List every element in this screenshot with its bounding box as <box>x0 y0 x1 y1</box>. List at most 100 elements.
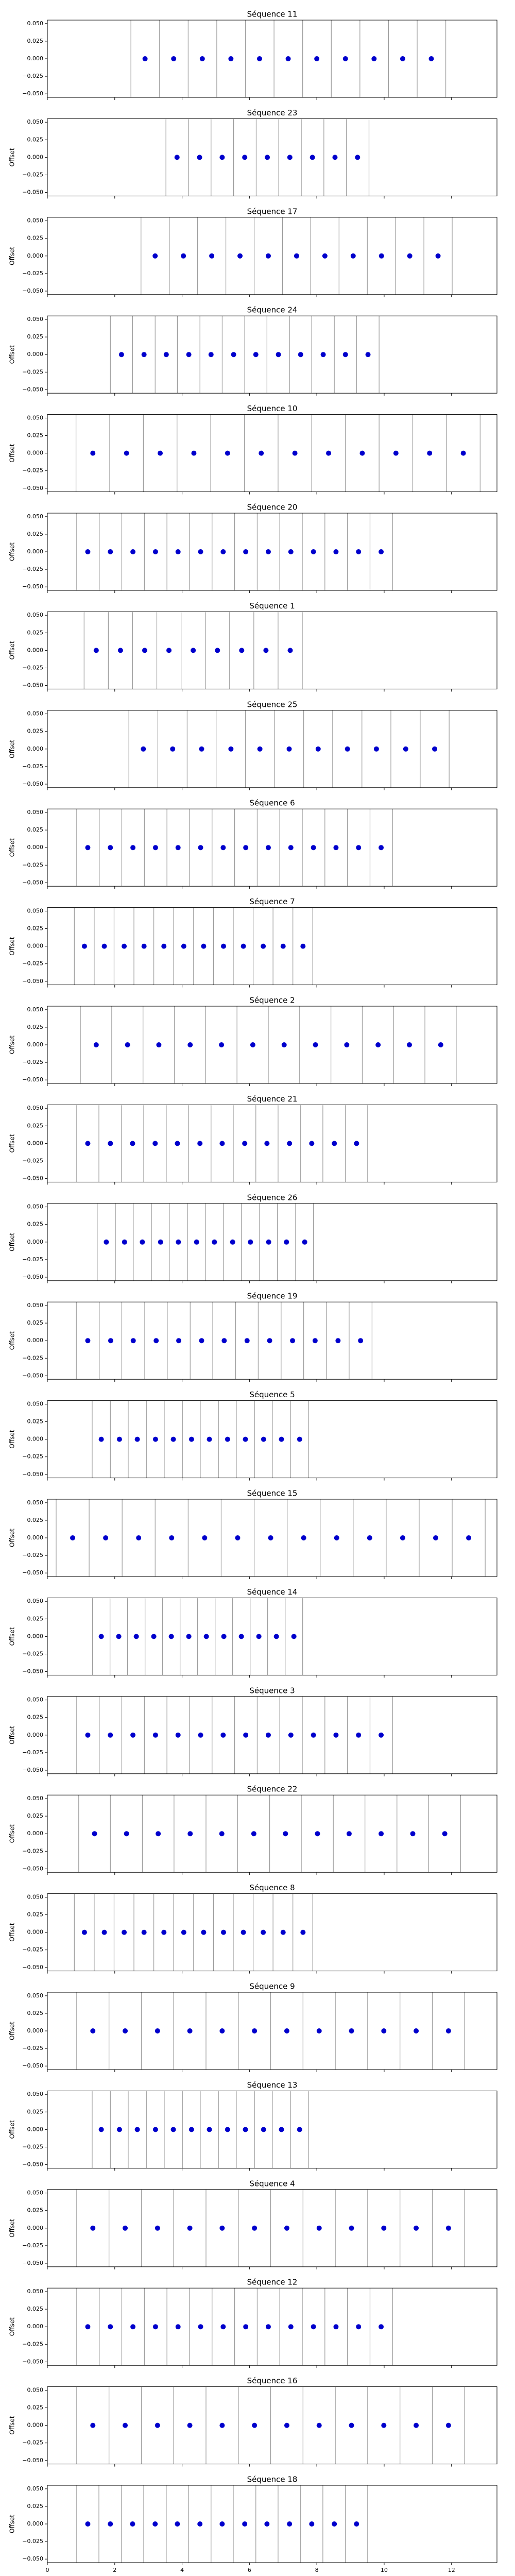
event-point <box>300 1929 306 1935</box>
y-axis-label: Offset <box>9 1430 16 1448</box>
y-tick-label: 0.050 <box>27 513 44 520</box>
y-tick-label: −0.025 <box>22 1256 43 1263</box>
event-point <box>170 746 176 752</box>
event-point <box>122 943 127 949</box>
y-tick-label: 0.050 <box>27 1400 44 1407</box>
event-point <box>406 1042 412 1047</box>
event-point <box>186 1634 192 1639</box>
y-tick-label: 0.025 <box>27 432 44 439</box>
event-point <box>81 943 87 949</box>
event-point <box>359 450 365 456</box>
event-point <box>445 2225 451 2231</box>
y-tick-label: 0.000 <box>27 1929 44 1936</box>
y-tick-label: −0.050 <box>22 1668 43 1675</box>
event-point <box>187 2225 193 2231</box>
event-point <box>333 549 339 554</box>
event-point <box>322 253 328 259</box>
event-point <box>161 943 167 949</box>
event-point <box>314 56 320 61</box>
event-point <box>122 1239 127 1245</box>
y-tick-label: 0.050 <box>27 2190 44 2196</box>
y-tick-label: 0.000 <box>27 2126 44 2132</box>
y-tick-label: −0.025 <box>22 763 43 770</box>
event-point <box>265 155 270 160</box>
event-point <box>207 1436 212 1442</box>
event-point <box>140 1239 145 1245</box>
y-tick-label: −0.025 <box>22 2538 43 2545</box>
axes-frame <box>47 1794 497 1873</box>
event-point <box>355 155 360 160</box>
y-tick-label: 0.050 <box>27 414 44 421</box>
event-point <box>130 1732 136 1738</box>
y-tick-label: −0.050 <box>22 1274 43 1280</box>
y-tick-label: −0.050 <box>22 2457 43 2464</box>
y-tick-label: −0.050 <box>22 781 43 787</box>
event-point <box>176 1338 182 1344</box>
event-point <box>445 2028 451 2033</box>
y-tick-label: 0.025 <box>27 531 44 537</box>
event-point <box>244 1338 250 1344</box>
y-tick-label: 0.050 <box>27 1302 44 1309</box>
y-tick-label: 0.000 <box>27 252 44 259</box>
event-point <box>298 352 303 358</box>
y-tick-label: 0.050 <box>27 1598 44 1604</box>
event-point <box>354 2521 359 2527</box>
event-point <box>191 450 197 456</box>
y-tick-label: 0.050 <box>27 2288 44 2295</box>
y-tick-label: 0.050 <box>27 1204 44 1210</box>
event-point <box>219 155 225 160</box>
event-point <box>175 549 181 554</box>
y-tick-label: −0.050 <box>22 583 43 590</box>
axes-frame <box>47 1893 497 1972</box>
event-point <box>142 56 148 61</box>
event-point <box>152 253 158 259</box>
y-tick-label: 0.000 <box>27 2520 44 2527</box>
event-point <box>265 1732 271 1738</box>
y-tick-label: 0.025 <box>27 1812 44 1819</box>
y-tick-label: 0.000 <box>27 1239 44 1245</box>
x-axis-label: Temps (seconds) <box>246 2575 298 2576</box>
event-point <box>188 2127 194 2132</box>
y-tick-label: −0.050 <box>22 2555 43 2562</box>
event-point <box>379 253 384 259</box>
event-point <box>239 648 245 653</box>
event-point <box>169 1535 175 1540</box>
event-point <box>118 352 124 358</box>
event-point <box>122 1929 127 1935</box>
y-tick-label: 0.050 <box>27 1105 44 1111</box>
event-point <box>187 1831 193 1837</box>
event-point <box>108 1141 113 1146</box>
y-tick-label: −0.025 <box>22 664 43 671</box>
event-point <box>333 1732 339 1738</box>
event-point <box>175 2324 181 2330</box>
event-point <box>103 1535 109 1540</box>
event-point <box>228 746 234 752</box>
event-point <box>273 1634 279 1639</box>
event-point <box>197 1141 203 1146</box>
event-point <box>187 1042 193 1047</box>
y-tick-label: 0.050 <box>27 1893 44 1900</box>
y-tick-label: 0.000 <box>27 745 44 752</box>
y-tick-label: 0.000 <box>27 351 44 358</box>
event-point <box>116 2127 122 2132</box>
subplot-title: Séquence 8 <box>249 1883 295 1892</box>
event-point <box>333 2324 339 2330</box>
y-tick-label: −0.025 <box>22 1354 43 1361</box>
event-point <box>90 450 96 456</box>
y-tick-label: 0.000 <box>27 548 44 555</box>
y-axis-label: Offset <box>9 2317 16 2336</box>
y-tick-label: 0.000 <box>27 2422 44 2429</box>
y-tick-label: 0.050 <box>27 217 44 224</box>
event-point <box>199 1338 204 1344</box>
subplot-title: Séquence 25 <box>247 700 298 709</box>
y-tick-label: −0.025 <box>22 368 43 375</box>
event-point <box>261 2127 266 2132</box>
event-point <box>188 1436 194 1442</box>
y-axis-label: Offset <box>9 345 16 364</box>
y-tick-label: −0.050 <box>22 1471 43 1478</box>
x-tick-label: 10 <box>381 2567 388 2573</box>
y-tick-label: −0.025 <box>22 2439 43 2446</box>
event-point <box>181 1929 186 1935</box>
y-tick-label: 0.000 <box>27 1436 44 1443</box>
